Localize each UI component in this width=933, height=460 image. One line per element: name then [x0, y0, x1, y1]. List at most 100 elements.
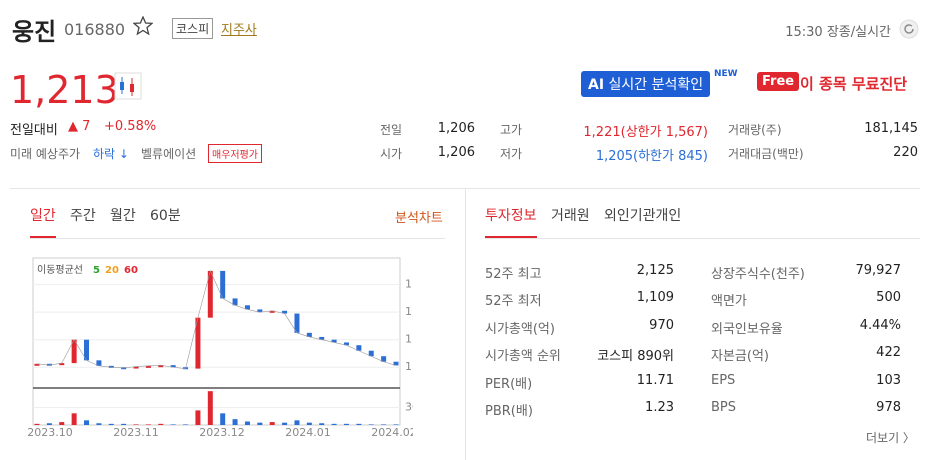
invest-label: 자본금(억)	[711, 349, 769, 365]
candle	[170, 365, 176, 368]
price-chart[interactable]: 1,800 1,600 1,400 1,200 30M 이동평균선 5 20 60 2023.10…	[28, 256, 413, 441]
candle	[294, 313, 300, 333]
quote-value: 1,206	[437, 145, 475, 160]
chart-tab[interactable]: 일간	[30, 208, 56, 224]
invest-value: 500	[876, 290, 901, 306]
forecast-label: 미래 예상주가	[10, 147, 81, 161]
quote-value: 1,205(하한가 845)	[595, 149, 708, 164]
volume-bar	[195, 410, 201, 425]
volume-bar	[108, 423, 114, 425]
x-tick-label: 2024.01	[285, 426, 331, 439]
volume-bar	[368, 424, 374, 425]
candle	[59, 363, 65, 366]
candle	[269, 310, 275, 313]
star-icon[interactable]	[133, 16, 153, 36]
volume-bar	[331, 423, 337, 425]
invest-value: 11.71	[636, 372, 674, 388]
quote-label: 거래대금(백만)	[728, 147, 804, 161]
volume-bar	[133, 424, 139, 425]
candle	[343, 342, 349, 346]
candle	[393, 361, 399, 366]
chart-tab[interactable]: 주간	[70, 208, 96, 224]
invest-label: 시가총액(억)	[485, 321, 555, 337]
valuation-label: 벨류에이션	[141, 147, 197, 161]
volume-bar	[121, 423, 127, 425]
volume-bar	[145, 424, 151, 425]
volume-bar	[207, 391, 213, 425]
free-badge[interactable]: Free	[757, 72, 800, 91]
invest-value: 2,125	[636, 263, 674, 278]
ai-badge[interactable]: AI 실시간 분석확인	[581, 71, 711, 97]
candle	[195, 317, 201, 369]
invest-label: 상장주식수(천주)	[711, 267, 805, 282]
stock-code: 016880	[64, 20, 126, 39]
tab-line	[485, 238, 920, 239]
info-tab[interactable]: 외인기관개인	[604, 208, 682, 224]
quote-value: 220	[893, 145, 918, 160]
quote-label: 거래량(주)	[728, 123, 782, 137]
candle	[244, 305, 250, 310]
quote-value: 1,206	[437, 121, 475, 136]
invest-label: 외국인보유율	[711, 321, 783, 337]
refresh-icon[interactable]	[899, 19, 919, 39]
candle	[84, 339, 90, 361]
volume-bar	[34, 423, 40, 425]
volume-bar	[84, 420, 90, 425]
ai-text: 실시간 분석확인	[608, 77, 704, 93]
volume-bar	[59, 422, 65, 425]
y-tick-label: 1,800	[405, 278, 413, 291]
x-tick-label: 2023.10	[28, 426, 73, 439]
candle	[220, 270, 226, 299]
time: 15:30 장종/실시간	[785, 25, 891, 40]
candle	[145, 365, 151, 368]
invest-label: 액면가	[711, 294, 747, 310]
volume-bar	[158, 423, 164, 425]
quote-label: 고가	[500, 123, 523, 137]
candle	[368, 350, 374, 357]
volume-bar	[282, 422, 288, 425]
x-tick-label: 2023.11	[113, 426, 159, 439]
candle	[331, 339, 337, 343]
x-tick-label: 2024.02	[371, 426, 413, 439]
volume-bar	[244, 421, 250, 425]
volume-bar	[220, 413, 226, 425]
analysis-chart[interactable]: 분석차트	[395, 211, 443, 226]
mini-chart-icon[interactable]	[114, 72, 142, 100]
volume-bar	[343, 423, 349, 425]
invest-value: 970	[649, 317, 674, 333]
volume-bar	[269, 422, 275, 425]
volume-bar	[183, 424, 189, 425]
candle	[306, 332, 312, 337]
volume-bar	[306, 422, 312, 425]
candle	[319, 336, 325, 340]
invest-label: EPS	[711, 372, 736, 388]
volume-bar	[71, 413, 77, 425]
invest-value: 79,927	[855, 263, 902, 278]
info-tab[interactable]: 투자정보	[485, 208, 537, 224]
tab-underline	[485, 236, 537, 238]
info-tab[interactable]: 거래원	[551, 208, 590, 224]
more-link[interactable]: 더보기 〉	[866, 431, 915, 445]
candle	[34, 363, 40, 366]
invest-label: 52주 최고	[485, 267, 542, 282]
invest-label: BPS	[711, 400, 737, 415]
invest-label: PBR(배)	[485, 404, 533, 419]
change: ▲ 7	[68, 119, 91, 134]
price-line	[36, 269, 397, 369]
volume-bar	[96, 423, 102, 425]
legend-item: 20	[105, 265, 119, 276]
change-label: 전일대비	[10, 123, 58, 138]
free-text[interactable]: 이 종목 무료진단	[800, 75, 908, 93]
tab-underline	[30, 236, 56, 238]
chart-tab[interactable]: 60분	[150, 208, 181, 224]
invest-value: 422	[876, 345, 901, 361]
volume-bar	[356, 423, 362, 425]
candle	[108, 365, 114, 368]
ai-label: AI	[588, 77, 605, 93]
chart-tab[interactable]: 월간	[110, 208, 136, 224]
candle	[133, 366, 139, 369]
y-tick-label: 1,200	[405, 360, 413, 373]
quote-value: 1,221(상한가 1,567)	[583, 125, 708, 140]
sector-link[interactable]: 지주사	[221, 23, 257, 38]
invest-value: 978	[876, 400, 901, 415]
